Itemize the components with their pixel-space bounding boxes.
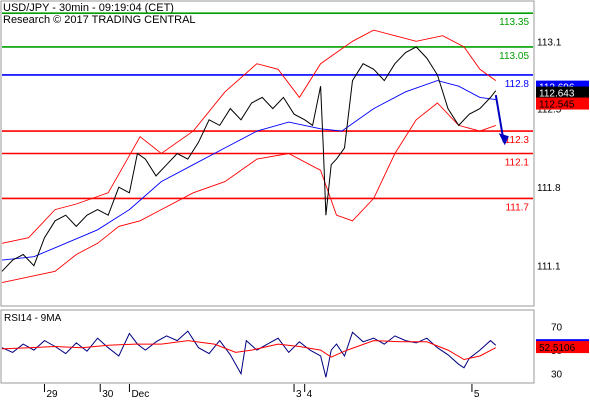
rsi-tag-bg-52.5106 — [536, 341, 589, 354]
price-tick-111.8: 111.8 — [537, 183, 561, 194]
rsi-tick-30: 30 — [551, 370, 563, 381]
rsi-tick-70: 70 — [551, 322, 563, 333]
price-panel: 113.35 113.05 112.8 112.3 112.1 111.7 — [1, 12, 533, 284]
level-label-113.05: 113.05 — [499, 51, 529, 62]
rsi-panel — [1, 330, 497, 378]
price-tick-111.1: 111.1 — [537, 262, 561, 273]
level-label-112.8: 112.8 — [505, 79, 530, 90]
x-label-4: 4 — [307, 389, 313, 400]
x-label-29: 29 — [46, 389, 58, 400]
rsi-panel-frame — [0, 309, 535, 384]
price-tag-112.643: 112.643 — [539, 89, 575, 100]
level-label-111.7: 111.7 — [505, 202, 529, 213]
series-bb-upper — [1, 29, 497, 244]
rsi-tag-52.5106: 52.5106 — [539, 343, 576, 354]
projection-arrowhead — [498, 133, 509, 146]
chart-title: USD/JPY - 30min - 09:19:04 (CET) — [3, 2, 174, 14]
price-tick-113.1: 113.1 — [537, 37, 562, 48]
series-bb-lower — [1, 102, 496, 284]
price-tick-112.5: 112.5 — [537, 105, 562, 116]
price-tag-112.545: 112.545 — [539, 100, 575, 111]
rsi-panel-label: RSI14 - 9MA — [4, 313, 62, 324]
copyright-line: Research © 2017 TRADING CENTRAL — [3, 14, 196, 26]
price-bars — [1, 46, 497, 272]
price-tag-bg-112.643 — [536, 86, 589, 99]
price-tag-bg-112.545 — [536, 97, 589, 110]
level-label-113.35: 113.35 — [499, 17, 529, 28]
series-ma — [1, 80, 496, 261]
level-label-112.1: 112.1 — [505, 158, 530, 169]
price-panel-frame — [0, 0, 535, 307]
series-rsi14 — [1, 330, 497, 378]
axes: 113.1112.5111.8111.1705030112.696112.643… — [43, 37, 589, 400]
x-label-5: 5 — [474, 389, 480, 400]
x-label-Dec: Dec — [131, 389, 149, 400]
series-9ma — [1, 340, 497, 361]
x-label-30: 30 — [102, 389, 114, 400]
level-label-112.3: 112.3 — [505, 135, 530, 146]
x-label-3: 3 — [296, 389, 302, 400]
